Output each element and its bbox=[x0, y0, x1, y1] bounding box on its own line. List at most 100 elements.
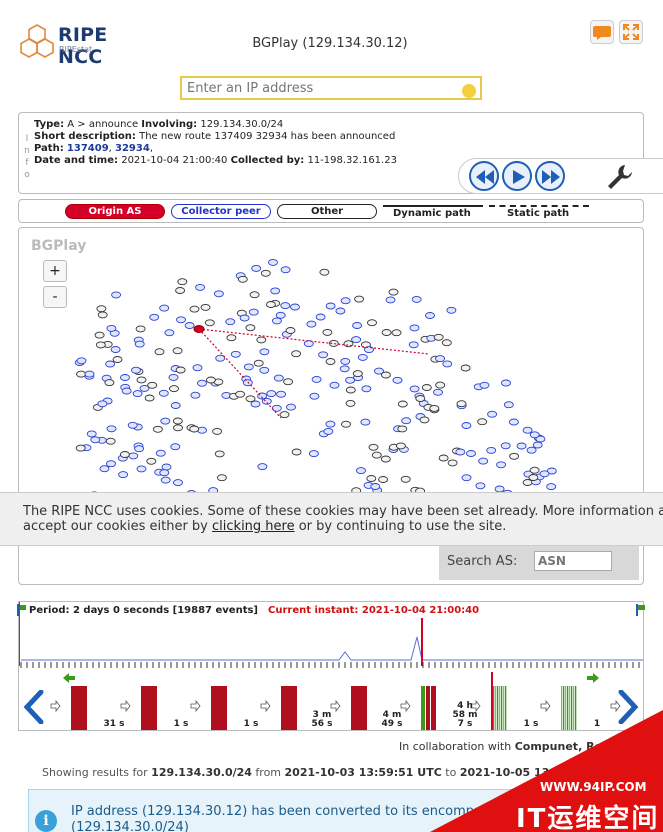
collector-peer-node[interactable] bbox=[128, 452, 139, 460]
collector-peer-node[interactable] bbox=[111, 291, 122, 299]
event-bar[interactable] bbox=[497, 686, 499, 730]
as-node[interactable] bbox=[291, 448, 302, 456]
scroll-left-arrow-icon[interactable] bbox=[23, 690, 45, 724]
as-node[interactable] bbox=[456, 400, 467, 408]
as-node[interactable] bbox=[205, 376, 216, 384]
collector-peer-node[interactable] bbox=[351, 336, 362, 344]
collector-peer-node[interactable] bbox=[99, 465, 110, 473]
collector-peer-node[interactable] bbox=[339, 365, 350, 373]
as-node[interactable] bbox=[135, 325, 146, 333]
collector-peer-node[interactable] bbox=[306, 320, 317, 328]
collector-peer-node[interactable] bbox=[325, 420, 336, 428]
collector-peer-node[interactable] bbox=[503, 401, 514, 409]
collector-peer-node[interactable] bbox=[357, 353, 368, 361]
as-node[interactable] bbox=[421, 384, 432, 391]
event-bar[interactable] bbox=[281, 686, 297, 730]
ip-address-input[interactable] bbox=[180, 76, 482, 100]
collector-peer-node[interactable] bbox=[374, 367, 384, 375]
collector-peer-node[interactable] bbox=[106, 460, 116, 468]
collector-peer-node[interactable] bbox=[275, 311, 286, 319]
as-node[interactable] bbox=[529, 466, 540, 474]
as-node[interactable] bbox=[169, 385, 179, 393]
collector-peer-node[interactable] bbox=[161, 463, 172, 471]
event-bar[interactable] bbox=[561, 686, 563, 730]
as-node[interactable] bbox=[283, 378, 294, 386]
collector-peer-node[interactable] bbox=[500, 442, 511, 450]
collector-peer-node[interactable] bbox=[270, 287, 281, 295]
collector-peer-node[interactable] bbox=[120, 374, 130, 381]
as-node[interactable] bbox=[200, 303, 211, 311]
as-node[interactable] bbox=[75, 444, 86, 452]
collector-peer-node[interactable] bbox=[225, 318, 236, 326]
as-node[interactable] bbox=[279, 411, 290, 419]
as-node[interactable] bbox=[154, 348, 165, 356]
collector-peer-node[interactable] bbox=[170, 443, 181, 451]
event-bar[interactable] bbox=[71, 686, 87, 730]
path-as-link[interactable]: 137409 bbox=[66, 143, 109, 154]
collector-peer-node[interactable] bbox=[455, 448, 466, 456]
collector-peer-node[interactable] bbox=[478, 457, 489, 465]
as-node[interactable] bbox=[395, 442, 406, 450]
collector-peer-node[interactable] bbox=[268, 258, 278, 266]
collector-peer-node[interactable] bbox=[118, 471, 129, 479]
collector-peer-node[interactable] bbox=[479, 381, 490, 389]
as-node[interactable] bbox=[291, 350, 302, 358]
collector-peer-node[interactable] bbox=[340, 357, 351, 365]
as-node[interactable] bbox=[172, 347, 183, 355]
collector-peer-node[interactable] bbox=[84, 370, 95, 378]
ripe-ncc-logo[interactable]: RIPE NCC RIPEstat bbox=[18, 22, 158, 68]
as-node[interactable] bbox=[378, 476, 389, 483]
collector-peer-node[interactable] bbox=[271, 404, 282, 412]
collector-peer-node[interactable] bbox=[195, 283, 206, 291]
as-node[interactable] bbox=[189, 425, 200, 433]
as-node[interactable] bbox=[285, 327, 296, 334]
as-node[interactable] bbox=[380, 455, 391, 463]
collector-peer-node[interactable] bbox=[340, 297, 351, 305]
collector-peer-node[interactable] bbox=[280, 266, 291, 274]
collector-peer-node[interactable] bbox=[76, 357, 87, 365]
collector-peer-node[interactable] bbox=[370, 483, 381, 490]
wrench-icon[interactable] bbox=[605, 162, 635, 192]
as-node[interactable] bbox=[245, 395, 256, 403]
as-node[interactable] bbox=[528, 474, 539, 481]
as-node[interactable] bbox=[397, 425, 408, 433]
collector-peer-node[interactable] bbox=[160, 476, 171, 484]
as-node[interactable] bbox=[477, 418, 488, 426]
collector-peer-node[interactable] bbox=[97, 400, 108, 408]
collector-peer-node[interactable] bbox=[446, 306, 457, 314]
event-bar[interactable] bbox=[569, 686, 571, 730]
as-node[interactable] bbox=[76, 370, 87, 378]
collector-peer-node[interactable] bbox=[345, 376, 356, 384]
fullscreen-button[interactable] bbox=[619, 20, 643, 44]
collector-peer-node[interactable] bbox=[329, 381, 340, 389]
collector-peer-node[interactable] bbox=[529, 431, 540, 439]
event-bar[interactable] bbox=[505, 686, 507, 730]
as-node[interactable] bbox=[388, 288, 399, 296]
as-node[interactable] bbox=[325, 358, 336, 365]
as-node[interactable] bbox=[441, 339, 452, 347]
event-bar[interactable] bbox=[351, 686, 367, 730]
as-node[interactable] bbox=[367, 319, 377, 327]
as-node[interactable] bbox=[433, 333, 444, 341]
as-node[interactable] bbox=[175, 366, 186, 374]
collector-peer-node[interactable] bbox=[173, 479, 183, 487]
zoom-out-button[interactable]: - bbox=[43, 286, 67, 308]
as-node[interactable] bbox=[173, 424, 183, 432]
rewind-button[interactable] bbox=[469, 161, 499, 191]
collector-peer-node[interactable] bbox=[250, 400, 261, 408]
as-node-canvas[interactable] bbox=[19, 228, 644, 585]
as-node[interactable] bbox=[175, 287, 186, 294]
event-bar[interactable] bbox=[575, 686, 577, 730]
event-bar[interactable] bbox=[567, 686, 569, 730]
as-node[interactable] bbox=[319, 268, 330, 276]
fast-forward-button[interactable] bbox=[535, 161, 565, 191]
as-node[interactable] bbox=[438, 454, 449, 462]
as-node[interactable] bbox=[152, 425, 163, 433]
as-node[interactable] bbox=[352, 370, 363, 378]
as-node[interactable] bbox=[146, 457, 157, 465]
event-bar[interactable] bbox=[503, 686, 505, 730]
as-node[interactable] bbox=[366, 475, 377, 482]
collector-peer-node[interactable] bbox=[266, 390, 277, 398]
collector-peer-node[interactable] bbox=[160, 417, 171, 425]
collector-peer-node[interactable] bbox=[139, 384, 150, 392]
